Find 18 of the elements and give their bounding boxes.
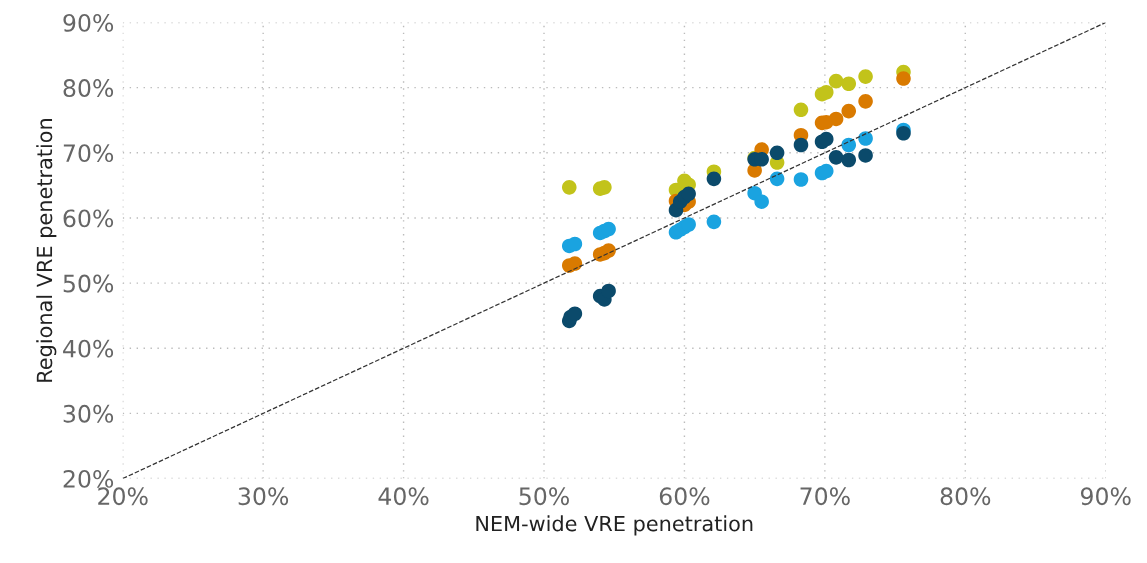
x-tick-label: 30%: [238, 487, 289, 506]
y-axis-title: Regional VRE penetration: [36, 119, 57, 382]
y-tick-label: 80%: [63, 79, 114, 97]
x-tick-label: 90%: [1080, 487, 1131, 506]
x-tick-label: 50%: [519, 487, 569, 506]
y-tick-label: 30%: [63, 404, 114, 423]
y-tick-label: 40%: [63, 339, 114, 358]
x-tick-label: 80%: [940, 487, 991, 506]
x-tick-label: 20%: [98, 487, 148, 506]
x-axis-title: NEM-wide VRE penetration: [476, 515, 753, 536]
x-tick-label: 60%: [659, 487, 710, 506]
y-tick-label: 50%: [63, 274, 114, 293]
y-tick-label: 20%: [63, 470, 114, 488]
y-tick-label: 90%: [63, 13, 114, 32]
y-tick-label: 60%: [63, 209, 114, 228]
x-tick-label: 70%: [800, 487, 850, 506]
x-tick-label: 40%: [378, 487, 429, 506]
y-tick-label: 70%: [63, 144, 114, 163]
